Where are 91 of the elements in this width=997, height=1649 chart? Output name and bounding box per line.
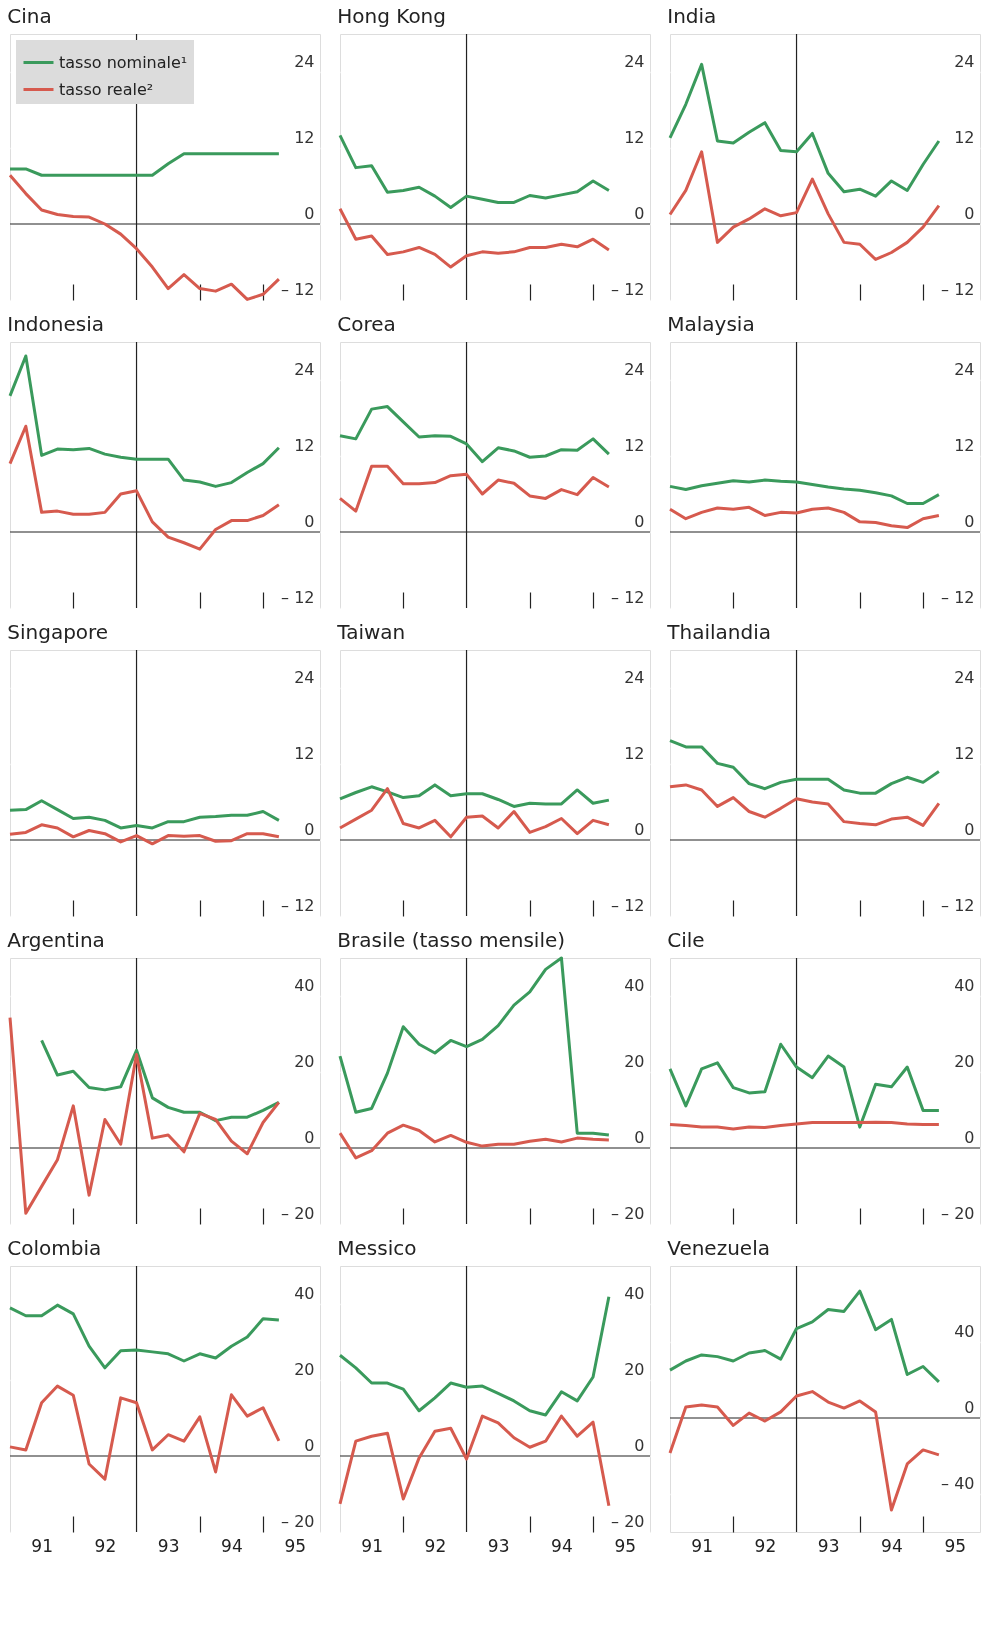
y-tick-label: – 12 xyxy=(941,279,975,299)
x-tick-label: 93 xyxy=(157,1535,180,1556)
y-tick-label: 12 xyxy=(624,743,645,763)
y-tick-label: 12 xyxy=(954,743,975,763)
y-tick-label: 20 xyxy=(294,1359,315,1379)
y-tick-label: – 20 xyxy=(941,1203,975,1223)
y-tick-label: – 20 xyxy=(611,1203,645,1223)
chart-title: Malaysia xyxy=(667,312,755,337)
y-tick-label: 12 xyxy=(294,743,315,763)
y-tick-label: 24 xyxy=(954,359,975,379)
chart-title: Venezuela xyxy=(667,1236,770,1261)
chart-title: Corea xyxy=(337,312,396,337)
chart-title: Hong Kong xyxy=(337,4,446,29)
y-tick-label: 24 xyxy=(624,51,645,71)
y-tick-label: 20 xyxy=(294,1051,315,1071)
y-tick-label: – 12 xyxy=(941,587,975,607)
chart-title: Singapore xyxy=(7,620,109,645)
y-tick-label: 40 xyxy=(954,975,975,995)
y-tick-label: 0 xyxy=(964,1397,975,1417)
y-tick-label: 12 xyxy=(294,127,315,147)
legend-label: tasso nominale¹ xyxy=(59,52,188,72)
chart-title: Messico xyxy=(337,1236,417,1261)
y-tick-label: 20 xyxy=(624,1051,645,1071)
y-tick-label: – 20 xyxy=(281,1203,315,1223)
x-tick-label: 94 xyxy=(551,1535,573,1556)
y-tick-label: 40 xyxy=(294,975,315,995)
y-tick-label: 0 xyxy=(304,203,315,223)
y-tick-label: 12 xyxy=(624,127,645,147)
y-tick-label: 24 xyxy=(294,667,315,687)
chart-title: Cile xyxy=(667,928,705,953)
y-tick-label: – 12 xyxy=(611,587,645,607)
y-tick-label: – 12 xyxy=(281,895,315,915)
y-tick-label: 0 xyxy=(304,511,315,531)
chart-title: Argentina xyxy=(7,928,105,953)
x-tick-label: 93 xyxy=(817,1535,840,1556)
y-tick-label: 12 xyxy=(954,435,975,455)
y-tick-label: – 12 xyxy=(941,895,975,915)
y-tick-label: 0 xyxy=(964,1127,975,1147)
y-tick-label: – 12 xyxy=(611,895,645,915)
y-tick-label: 40 xyxy=(624,1283,645,1303)
x-tick-label: 94 xyxy=(881,1535,903,1556)
x-tick-label: 92 xyxy=(424,1535,447,1556)
chart-title: Thailandia xyxy=(666,620,771,645)
y-tick-label: 24 xyxy=(954,51,975,71)
y-tick-label: – 12 xyxy=(611,279,645,299)
y-tick-label: 12 xyxy=(624,435,645,455)
y-tick-label: 24 xyxy=(294,51,315,71)
y-tick-label: 12 xyxy=(294,435,315,455)
x-tick-label: 95 xyxy=(614,1535,637,1556)
x-tick-label: 92 xyxy=(754,1535,777,1556)
x-tick-label: 91 xyxy=(691,1535,713,1556)
y-tick-label: 40 xyxy=(954,1321,975,1341)
x-tick-label: 92 xyxy=(94,1535,117,1556)
y-tick-label: 0 xyxy=(634,203,645,223)
legend-label: tasso reale² xyxy=(59,79,154,99)
y-tick-label: 12 xyxy=(954,127,975,147)
y-tick-label: 40 xyxy=(294,1283,315,1303)
y-tick-label: 0 xyxy=(634,819,645,839)
y-tick-label: 0 xyxy=(964,511,975,531)
chart-title: Cina xyxy=(7,4,52,29)
y-tick-label: – 20 xyxy=(611,1511,645,1531)
x-tick-label: 95 xyxy=(284,1535,307,1556)
x-tick-label: 91 xyxy=(361,1535,383,1556)
y-tick-label: 0 xyxy=(304,1127,315,1147)
x-tick-label: 93 xyxy=(487,1535,510,1556)
chart-title: Taiwan xyxy=(336,620,406,645)
y-tick-label: – 12 xyxy=(281,587,315,607)
chart-title: Colombia xyxy=(7,1236,102,1261)
y-tick-label: 0 xyxy=(634,1435,645,1455)
y-tick-label: 0 xyxy=(634,511,645,531)
x-tick-label: 95 xyxy=(944,1535,967,1556)
x-tick-label: 94 xyxy=(221,1535,243,1556)
y-tick-label: 24 xyxy=(624,667,645,687)
chart-title: Indonesia xyxy=(7,312,104,337)
y-tick-label: 20 xyxy=(624,1359,645,1379)
y-tick-label: – 20 xyxy=(281,1511,315,1531)
chart-title: Brasile (tasso mensile) xyxy=(337,927,566,952)
y-tick-label: 0 xyxy=(634,1127,645,1147)
y-tick-label: – 12 xyxy=(281,279,315,299)
chart-title: India xyxy=(667,4,717,29)
x-tick-label: 91 xyxy=(31,1535,53,1556)
y-tick-label: 0 xyxy=(964,203,975,223)
y-tick-label: 40 xyxy=(624,975,645,995)
y-tick-label: 24 xyxy=(294,359,315,379)
y-tick-label: 20 xyxy=(954,1051,975,1071)
y-tick-label: – 40 xyxy=(941,1473,975,1493)
y-tick-label: 0 xyxy=(304,1435,315,1455)
y-tick-label: 0 xyxy=(304,819,315,839)
y-tick-label: 24 xyxy=(624,359,645,379)
y-tick-label: 0 xyxy=(964,819,975,839)
y-tick-label: 24 xyxy=(954,667,975,687)
